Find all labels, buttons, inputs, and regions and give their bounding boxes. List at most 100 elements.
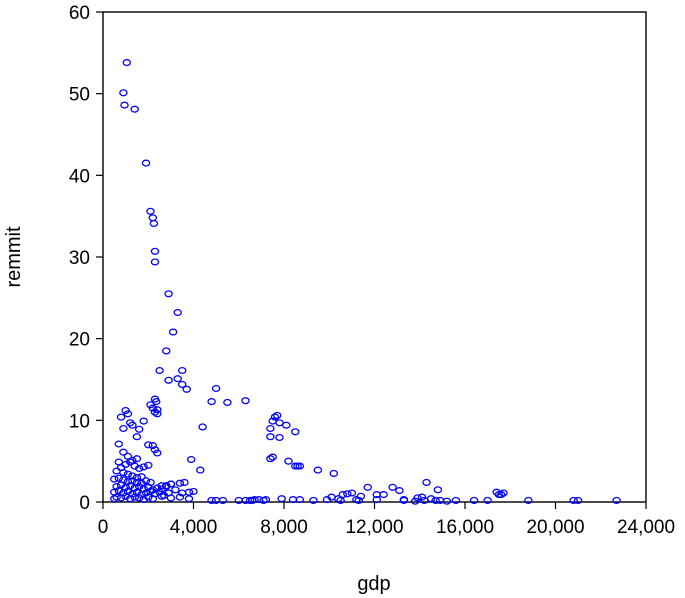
- scatter-point: [182, 385, 191, 393]
- scatter-point: [125, 495, 135, 503]
- scatter-point: [157, 482, 167, 490]
- scatter-point: [259, 496, 268, 504]
- scatter-point: [125, 458, 135, 466]
- scatter-point: [184, 488, 194, 496]
- y-tick-label: 30: [69, 248, 90, 269]
- scatter-point: [431, 496, 440, 504]
- scatter-point: [184, 495, 194, 503]
- scatter-point: [132, 433, 142, 441]
- scatter-point: [270, 413, 280, 421]
- y-axis-title: remmit: [3, 226, 25, 288]
- scatter-point: [164, 376, 173, 384]
- scatter-point: [130, 493, 139, 501]
- scatter-point: [114, 458, 124, 466]
- y-tick-label: 0: [79, 493, 90, 514]
- scatter-point: [155, 366, 164, 375]
- scatter-point: [291, 462, 300, 470]
- scatter-point: [524, 496, 533, 504]
- x-tick-label: 0: [98, 517, 109, 538]
- scatter-point: [569, 496, 578, 504]
- scatter-point: [128, 456, 137, 464]
- scatter-point: [426, 495, 436, 503]
- scatter-point: [266, 424, 275, 433]
- scatter-point: [119, 469, 128, 477]
- scatter-point: [469, 496, 479, 504]
- x-tick-label: 4,000: [170, 517, 218, 538]
- scatter-point: [173, 375, 182, 383]
- scatter-point: [144, 461, 153, 469]
- scatter-point: [171, 486, 180, 494]
- y-tick-label: 20: [69, 330, 90, 351]
- x-axis-title: gdp: [357, 573, 390, 595]
- scatter-point: [110, 495, 119, 503]
- scatter-point: [120, 101, 129, 109]
- scatter-point: [309, 496, 318, 504]
- scatter-point: [168, 328, 178, 336]
- scatter-point: [153, 410, 162, 418]
- scatter-point: [372, 496, 382, 504]
- scatter-point: [395, 487, 404, 495]
- scatter-point: [150, 258, 160, 266]
- x-tick-label: 8,000: [260, 517, 308, 538]
- scatter-point: [166, 480, 176, 488]
- scatter-point: [112, 467, 121, 475]
- scatter-point: [173, 308, 182, 317]
- scatter-point: [266, 455, 275, 463]
- scatter-point: [272, 411, 282, 419]
- scatter-point: [198, 423, 207, 431]
- scatter-point: [268, 453, 277, 461]
- scatter-point: [338, 491, 348, 499]
- scatter-point: [420, 496, 429, 504]
- scatter-point: [134, 425, 144, 433]
- scatter-point: [266, 433, 275, 441]
- scatter-point: [189, 487, 198, 495]
- scatter-point: [116, 413, 126, 421]
- scatter-point: [186, 455, 196, 464]
- scatter-point: [148, 495, 158, 503]
- scatter-point: [150, 247, 160, 255]
- scatter-point: [388, 483, 397, 491]
- scatter-point: [223, 398, 232, 406]
- scatter-point: [291, 428, 300, 436]
- scatter-point: [132, 455, 142, 463]
- scatter-point: [116, 494, 126, 502]
- scatter-point: [612, 496, 621, 504]
- scatter-point: [354, 496, 363, 504]
- scatter-point: [119, 448, 128, 456]
- scatter-point: [451, 496, 461, 504]
- scatter-point: [433, 486, 443, 494]
- x-tick-label: 20,000: [526, 517, 584, 538]
- axes: 0 10 20 30 40 50 60 0 4,000 8,000 12,000 16,000 20,0…: [69, 3, 675, 538]
- scatter-point: [148, 214, 158, 222]
- scatter-point: [282, 421, 291, 429]
- y-tick-label: 50: [69, 85, 90, 106]
- scatter-point: [363, 483, 372, 491]
- scatter-point: [110, 475, 119, 483]
- x-tick-label: 24,000: [617, 517, 675, 538]
- scatter-point: [410, 497, 420, 505]
- scatter-point: [499, 489, 508, 497]
- scatter-point: [141, 489, 151, 497]
- scatter-point: [119, 89, 128, 97]
- data-points: [110, 59, 621, 505]
- scatter-point: [379, 491, 388, 499]
- scatter-point: [573, 496, 583, 504]
- scatter-point: [347, 489, 357, 497]
- scatter-point: [150, 395, 160, 403]
- scatter-point: [141, 159, 151, 167]
- scatter-point: [175, 479, 185, 487]
- scatter-point: [218, 496, 228, 504]
- scatter-point: [125, 419, 135, 427]
- scatter-point: [245, 496, 255, 504]
- scatter-point: [295, 462, 305, 470]
- scatter-point: [150, 408, 160, 416]
- scatter-point: [139, 463, 148, 471]
- scatter-point: [148, 404, 158, 412]
- scatter-point: [207, 398, 216, 406]
- scatter-point: [496, 491, 506, 499]
- scatter-point: [275, 419, 284, 427]
- x-tick-label: 12,000: [345, 517, 403, 538]
- scatter-point: [164, 290, 173, 298]
